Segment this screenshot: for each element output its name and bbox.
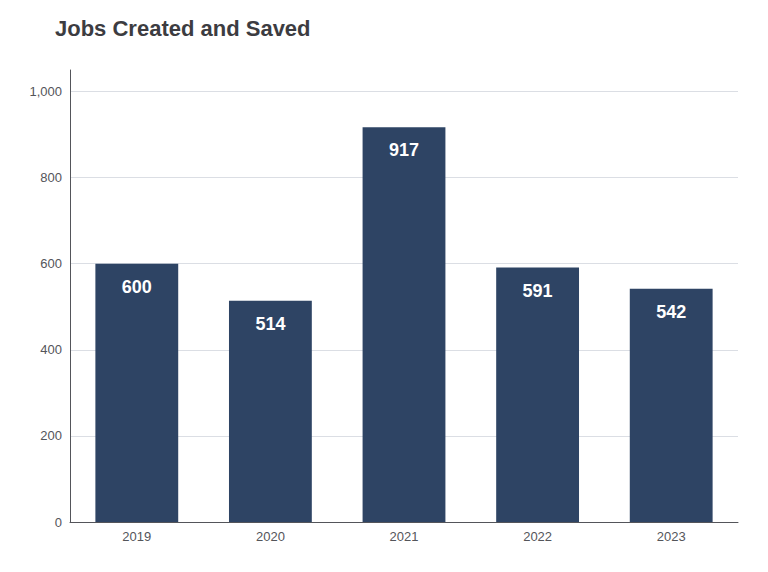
svg-text:542: 542 [656, 302, 686, 322]
svg-text:2021: 2021 [390, 529, 419, 544]
svg-text:400: 400 [40, 342, 62, 357]
svg-text:591: 591 [523, 281, 553, 301]
svg-text:600: 600 [122, 277, 152, 297]
svg-text:Jobs Created and Saved: Jobs Created and Saved [55, 16, 311, 41]
svg-text:600: 600 [40, 256, 62, 271]
svg-text:800: 800 [40, 170, 62, 185]
svg-text:2020: 2020 [256, 529, 285, 544]
svg-text:200: 200 [40, 428, 62, 443]
svg-text:2023: 2023 [657, 529, 686, 544]
svg-text:917: 917 [389, 140, 419, 160]
svg-text:2022: 2022 [523, 529, 552, 544]
svg-text:2019: 2019 [122, 529, 151, 544]
svg-text:0: 0 [55, 515, 62, 530]
svg-text:514: 514 [255, 314, 285, 334]
svg-text:1,000: 1,000 [29, 84, 62, 99]
